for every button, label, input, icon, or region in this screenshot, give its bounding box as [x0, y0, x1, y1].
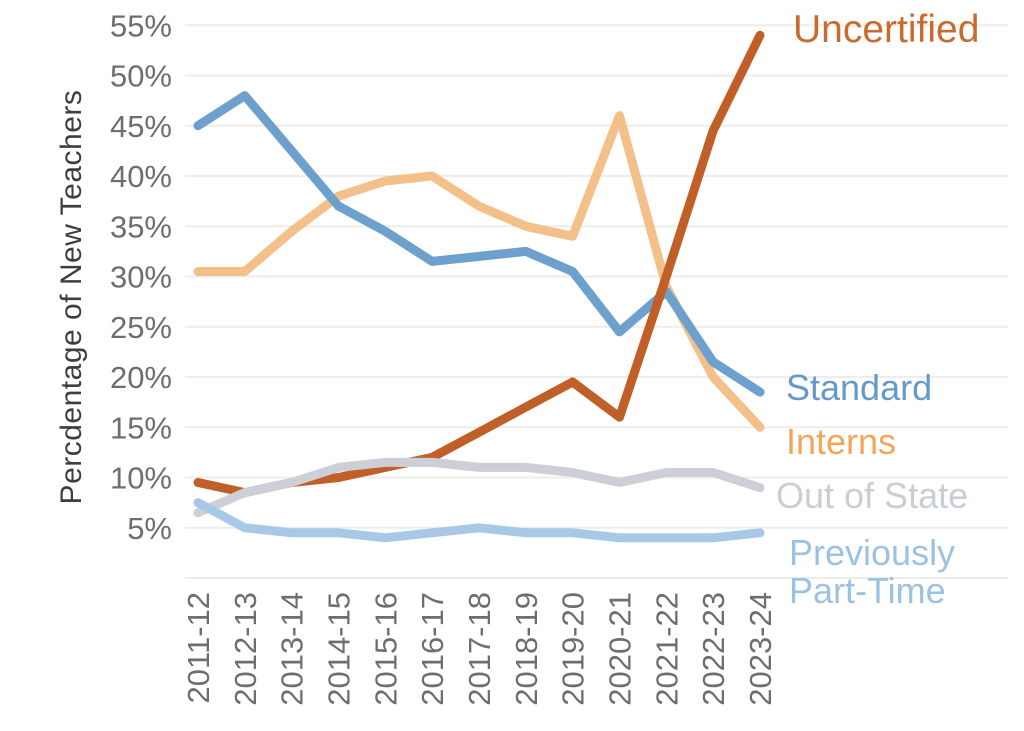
series-line-out-of-state	[193, 457, 765, 518]
series-line-interns	[193, 111, 765, 432]
y-tick-label: 15%	[110, 410, 172, 445]
x-tick-label: 2016-17	[415, 592, 450, 706]
y-tick-label: 55%	[110, 8, 172, 43]
x-tick-label: 2014-15	[321, 592, 356, 706]
x-tick-label: 2019-20	[556, 592, 591, 706]
x-tick-label: 2017-18	[462, 592, 497, 706]
x-tick-label: 2012-13	[228, 592, 263, 706]
y-tick-label: 25%	[110, 310, 172, 345]
x-tick-label: 2015-16	[368, 592, 403, 706]
x-tick-label: 2021-22	[649, 592, 684, 706]
x-tick-label: 2018-19	[509, 592, 544, 706]
x-tick-label: 2023-24	[743, 592, 778, 706]
series-label-uncertified: Uncertified	[793, 8, 980, 51]
series-label-out-of-state: Out of State	[776, 475, 969, 516]
x-tick-label: 2013-14	[275, 592, 310, 706]
series-line-standard	[193, 91, 765, 397]
y-tick-label: 45%	[110, 109, 172, 144]
y-axis-tick-labels: 5% 10% 15% 20% 25% 30% 35% 40% 45% 50% 55%	[110, 8, 172, 546]
y-tick-label: 30%	[110, 260, 172, 295]
x-axis-tick-labels: 2011-12 2012-13 2013-14 2014-15 2015-16 2016-…	[181, 592, 778, 706]
series-lines	[193, 30, 765, 543]
series-line-uncertified	[193, 30, 765, 498]
x-tick-label: 2020-21	[602, 592, 637, 706]
y-tick-label: 35%	[110, 209, 172, 244]
x-tick-label: 2011-12	[181, 592, 216, 703]
y-tick-label: 40%	[110, 159, 172, 194]
y-tick-label: 5%	[127, 511, 172, 546]
series-line-previously-part-time	[193, 498, 765, 543]
y-tick-label: 20%	[110, 360, 172, 395]
series-label-interns: Interns	[786, 421, 897, 462]
y-tick-label: 10%	[110, 461, 172, 496]
x-tick-label: 2022-23	[696, 592, 731, 706]
series-label-standard: Standard	[786, 367, 933, 408]
series-label-previously-part-time: Previously Part-Time	[789, 532, 956, 611]
y-tick-label: 50%	[110, 59, 172, 94]
